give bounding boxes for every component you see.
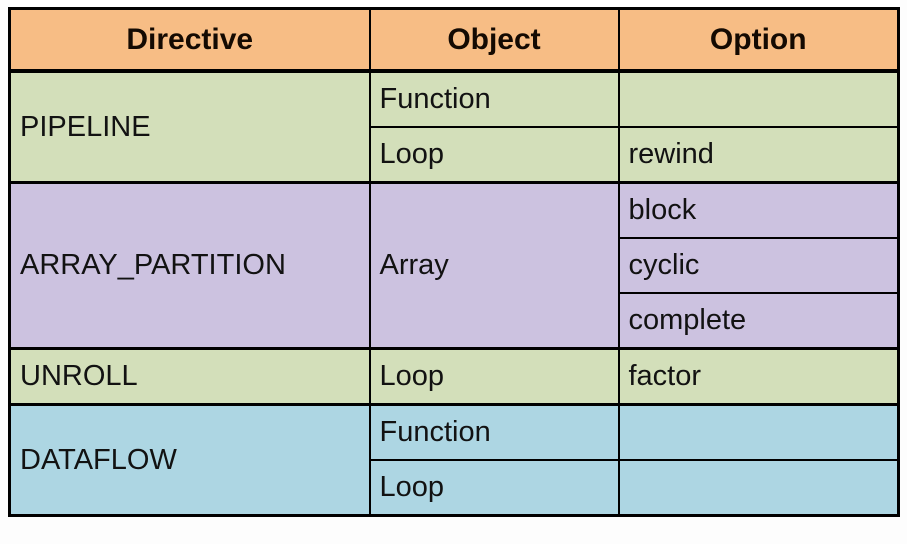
cell-pipeline-option-empty [617,69,900,128]
cell-unroll-option-factor: factor [617,347,900,406]
cell-pipeline-directive: PIPELINE [8,69,371,184]
table-row-arraypartition-block: ARRAY_PARTITION Array block [8,181,900,350]
cell-dataflow-option-empty-1 [617,403,900,461]
table-row-pipeline-loop: Loop rewind [10,126,900,184]
cell-unroll-directive: UNROLL [8,347,371,406]
table-row-dataflow-loop: Loop [10,459,900,517]
table-row-arraypartition-cyclic: cyclic [10,237,900,294]
cell-dataflow-object-loop: Loop [368,459,620,517]
cell-dataflow-option-empty-2 [617,459,900,517]
cell-dataflow-object-function: Function [368,403,620,461]
header-directive: Directive [8,7,371,73]
cell-array-partition-directive: ARRAY_PARTITION [8,181,371,350]
table-row-dataflow-function: DATAFLOW Function [8,403,900,517]
cell-dataflow-directive: DATAFLOW [8,403,371,517]
cell-pipeline-object-loop: Loop [368,126,620,184]
cell-array-partition-option-complete: complete [617,292,900,350]
cell-array-partition-object: Array [368,181,620,350]
header-option: Option [617,7,900,73]
table-row-unroll: UNROLL Loop factor [8,347,900,406]
table-row-pipeline-function: PIPELINE Function [8,69,900,184]
table-row-arraypartition-complete: complete [10,292,900,350]
cell-pipeline-object-function: Function [368,69,620,128]
header-row: Directive Object Option [8,7,900,73]
cell-array-partition-option-cyclic: cyclic [617,237,900,294]
header-object: Object [368,7,620,73]
directives-table: Directive Object Option PIPELINE Functio… [8,7,900,517]
cell-unroll-object: Loop [368,347,620,406]
cell-array-partition-option-block: block [617,181,900,239]
cell-pipeline-option-rewind: rewind [617,126,900,184]
